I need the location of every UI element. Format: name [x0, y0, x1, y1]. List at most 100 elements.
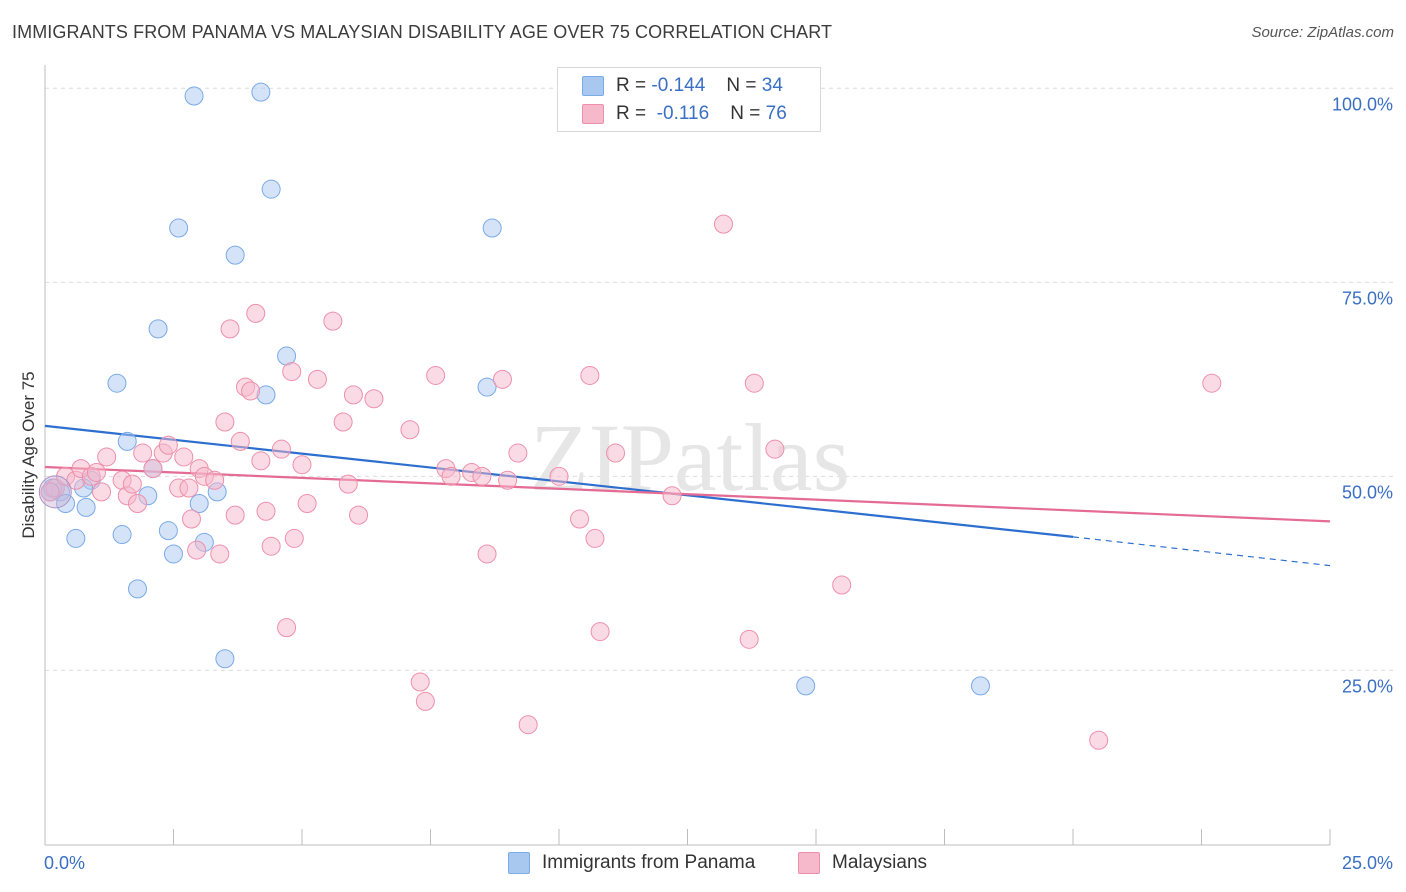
malaysian-point	[415, 691, 435, 711]
legend-item-malaysians[interactable]: Malaysians	[798, 852, 927, 874]
data-points	[38, 82, 1222, 750]
malaysian-point	[271, 439, 291, 459]
y-tick-label: 100.0%	[1332, 94, 1393, 114]
panama-point	[158, 521, 178, 541]
malaysian-point	[441, 466, 461, 486]
panama-point	[189, 494, 209, 514]
n-value-malaysians: 76	[765, 103, 787, 124]
malaysian-point	[333, 412, 353, 432]
malaysian-point	[128, 494, 148, 514]
malaysian-point	[246, 303, 266, 323]
malaysian-point	[832, 575, 852, 595]
n-value-panama: 34	[761, 75, 783, 96]
panama-point	[251, 82, 271, 102]
malaysian-point	[662, 486, 682, 506]
panama-point	[215, 649, 235, 669]
malaysian-point	[349, 505, 369, 525]
x-tick-label: 25.0%	[1342, 853, 1393, 873]
panama-point	[261, 179, 281, 199]
malaysian-point	[492, 369, 512, 389]
chart-title: IMMIGRANTS FROM PANAMA VS MALAYSIAN DISA…	[12, 22, 833, 42]
r-label: R =	[616, 103, 647, 124]
malaysian-point	[284, 528, 304, 548]
panama-point	[477, 377, 497, 397]
axes	[44, 65, 1331, 846]
stats-legend: R = -0.144 N = 34 R = -0.116 N = 76	[557, 67, 821, 132]
malaysian-point	[590, 622, 610, 642]
malaysian-point	[410, 672, 430, 692]
n-label: N =	[726, 75, 757, 96]
malaysian-point	[256, 501, 276, 521]
malaysian-point	[606, 443, 626, 463]
legend-swatch-malaysians	[798, 852, 820, 874]
malaysian-point	[187, 540, 207, 560]
malaysian-point	[297, 494, 317, 514]
malaysian-point	[122, 474, 142, 494]
panama-point	[482, 218, 502, 238]
legend-label-malaysians: Malaysians	[832, 852, 928, 873]
malaysian-point	[143, 459, 163, 479]
malaysian-point	[744, 373, 764, 393]
malaysian-point	[215, 412, 235, 432]
panama-point	[66, 528, 86, 548]
series-legend: Immigrants from Panama Malaysians	[0, 852, 1406, 878]
malaysian-point	[92, 482, 112, 502]
y-tick-label: 75.0%	[1342, 288, 1393, 308]
malaysian-point	[518, 715, 538, 735]
malaysian-point	[210, 544, 230, 564]
r-value-malaysians: -0.116	[656, 103, 710, 124]
legend-label-panama: Immigrants from Panama	[542, 852, 756, 873]
watermark: ZIPatlas	[530, 404, 850, 511]
panama-point	[148, 319, 168, 339]
malaysian-point	[261, 536, 281, 556]
malaysian-point	[220, 319, 240, 339]
panama-point	[970, 676, 990, 696]
malaysian-point	[225, 505, 245, 525]
panama-trend-extension	[1072, 536, 1331, 567]
source-credit: Source: ZipAtlas.com	[1251, 24, 1394, 41]
y-tick-label: 50.0%	[1342, 482, 1393, 502]
malaysian-point	[400, 420, 420, 440]
legend-row-malaysians: R = -0.116 N = 76	[582, 101, 787, 127]
y-tick-label: 25.0%	[1342, 676, 1393, 696]
malaysian-point	[739, 629, 759, 649]
panama-point	[112, 525, 132, 545]
legend-item-panama[interactable]: Immigrants from Panama	[508, 852, 755, 874]
malaysian-point	[181, 509, 201, 529]
r-value-panama: -0.144	[651, 75, 706, 96]
malaysian-point	[364, 389, 384, 409]
panama-point	[128, 579, 148, 599]
malaysian-point	[97, 447, 117, 467]
malaysian-point	[580, 365, 600, 385]
malaysian-point	[307, 369, 327, 389]
malaysian-point	[179, 478, 199, 498]
n-label: N =	[730, 103, 761, 124]
malaysian-point	[472, 466, 492, 486]
malaysian-point	[338, 474, 358, 494]
panama-point	[225, 245, 245, 265]
malaysian-point	[498, 470, 518, 490]
panama-point	[76, 497, 96, 517]
y-axis-label: Disability Age Over 75	[19, 371, 38, 538]
malaysian-point	[133, 443, 153, 463]
malaysian-point	[230, 431, 250, 451]
malaysian-point	[549, 466, 569, 486]
malaysian-point	[426, 365, 446, 385]
panama-point	[117, 431, 137, 451]
legend-swatch-malaysians	[582, 104, 604, 124]
panama-point	[796, 676, 816, 696]
malaysian-point	[277, 618, 297, 638]
x-tick-label: 0.0%	[44, 853, 85, 873]
malaysian-point	[241, 381, 261, 401]
tick-labels: 100.0% 75.0% 50.0% 25.0% 0.0% 25.0%	[44, 94, 1393, 873]
malaysian-point	[508, 443, 528, 463]
legend-swatch-panama	[582, 76, 604, 96]
malaysian-point	[292, 455, 312, 475]
cluster-point	[38, 475, 72, 509]
malaysian-point	[713, 214, 733, 234]
malaysian-point	[570, 509, 590, 529]
malaysian-point	[323, 311, 343, 331]
malaysian-point	[86, 462, 106, 482]
malaysian-point	[585, 528, 605, 548]
